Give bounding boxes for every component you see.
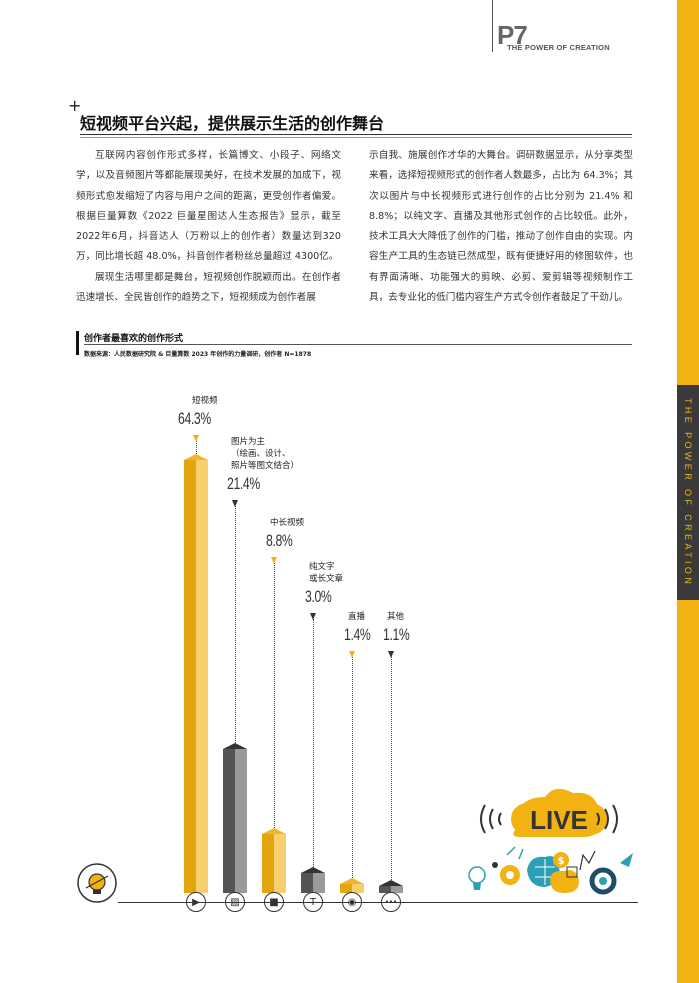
image-icon: ▨ — [225, 892, 245, 912]
chart-bar — [379, 885, 403, 893]
page-number: P7 — [497, 20, 528, 50]
chart-value-label: 1.4% — [344, 625, 371, 644]
chart-leader-line — [235, 506, 236, 743]
chart-title: 创作者最喜欢的创作形式 — [84, 334, 184, 344]
chart-leader-line — [196, 441, 197, 454]
chart-bar-cap — [340, 877, 364, 884]
chart-bar-cap — [379, 879, 403, 886]
chart-leader-line — [391, 657, 392, 880]
page-subtitle: THE POWER OF CREATION — [507, 43, 610, 52]
chart-arrow-marker — [310, 613, 316, 620]
chart-value-label: 8.8% — [266, 531, 293, 550]
lightbulb-icon — [77, 863, 117, 903]
chart-bar-cap — [223, 742, 247, 749]
chart-bar — [223, 748, 247, 893]
chart-category-label: 直播 — [348, 612, 366, 622]
more-icon: ••• — [381, 892, 401, 912]
chart-arrow-marker — [349, 651, 355, 658]
chart-arrow-marker — [271, 557, 277, 564]
body-column-left: 互联网内容创作形式多样，长篇博文、小段子、网络文学，以及音频图片等都能展现美好，… — [76, 146, 341, 308]
title-rule — [80, 134, 632, 135]
chart-category-label: 图片为主 （绘画、设计、 照片等图文结合） — [231, 437, 300, 471]
paragraph: 示自我、施展创作才华的大舞台。调研数据显示，从分享类型来看，选择短视频形式的创作… — [369, 150, 633, 304]
chart-arrow-marker — [232, 500, 238, 507]
live-illustration: LIVE $ — [468, 788, 633, 895]
svg-text:$: $ — [558, 856, 565, 867]
chart-category-label: 其他 — [387, 612, 405, 622]
chart-leader-line — [352, 657, 353, 878]
chart-bar — [184, 460, 208, 893]
text-icon: T — [303, 892, 323, 912]
chart-bar-cap — [262, 827, 286, 834]
chart-bar — [301, 872, 325, 893]
side-label-box — [677, 385, 699, 600]
live-badge-text: LIVE — [530, 805, 588, 835]
section-title: 短视频平台兴起，提供展示生活的创作舞台 — [80, 114, 385, 133]
paragraph: 展现生活哪里都是舞台，短视频创作脱颖而出。在创作者迅速增长、全民皆创作的趋势之下… — [76, 271, 341, 304]
chart-value-label: 21.4% — [227, 474, 260, 493]
side-label: THE POWER OF CREATION — [683, 397, 693, 588]
video-camera-icon: ■ — [264, 892, 284, 912]
chart-arrow-marker — [388, 651, 394, 658]
chart-value-label: 3.0% — [305, 587, 332, 606]
play-icon: ▶ — [186, 892, 206, 912]
chart-category-label: 纯文字 或长文章 — [309, 562, 344, 584]
chart-bar-cap — [301, 866, 325, 873]
chart-bar — [340, 883, 364, 893]
chart-title-rule — [84, 344, 632, 345]
chart-value-label: 1.1% — [383, 625, 410, 644]
chart-leader-line — [274, 563, 275, 828]
chart-leader-line — [313, 619, 314, 867]
title-rule-thin — [80, 137, 632, 138]
chart-bar — [262, 833, 286, 893]
chart-arrow-marker — [193, 435, 199, 442]
chart-category-label: 短视频 — [192, 396, 218, 406]
chart-category-label: 中长视频 — [270, 518, 305, 528]
chart-value-label: 64.3% — [178, 409, 211, 428]
chart-source: 数据来源：人民数据研究院 & 巨量算数 2023 年创作的力量调研，创作者 N=… — [84, 351, 312, 358]
paragraph: 互联网内容创作形式多样，长篇博文、小段子、网络文学，以及音频图片等都能展现美好，… — [76, 150, 341, 263]
page-marker — [492, 0, 633, 52]
body-column-right: 示自我、施展创作才华的大舞台。调研数据显示，从分享类型来看，选择短视频形式的创作… — [369, 146, 633, 308]
chart-bar-cap — [184, 454, 208, 460]
live-icon: ◉ — [342, 892, 362, 912]
chart-title-bar — [76, 331, 79, 355]
plus-icon: + — [68, 96, 82, 115]
